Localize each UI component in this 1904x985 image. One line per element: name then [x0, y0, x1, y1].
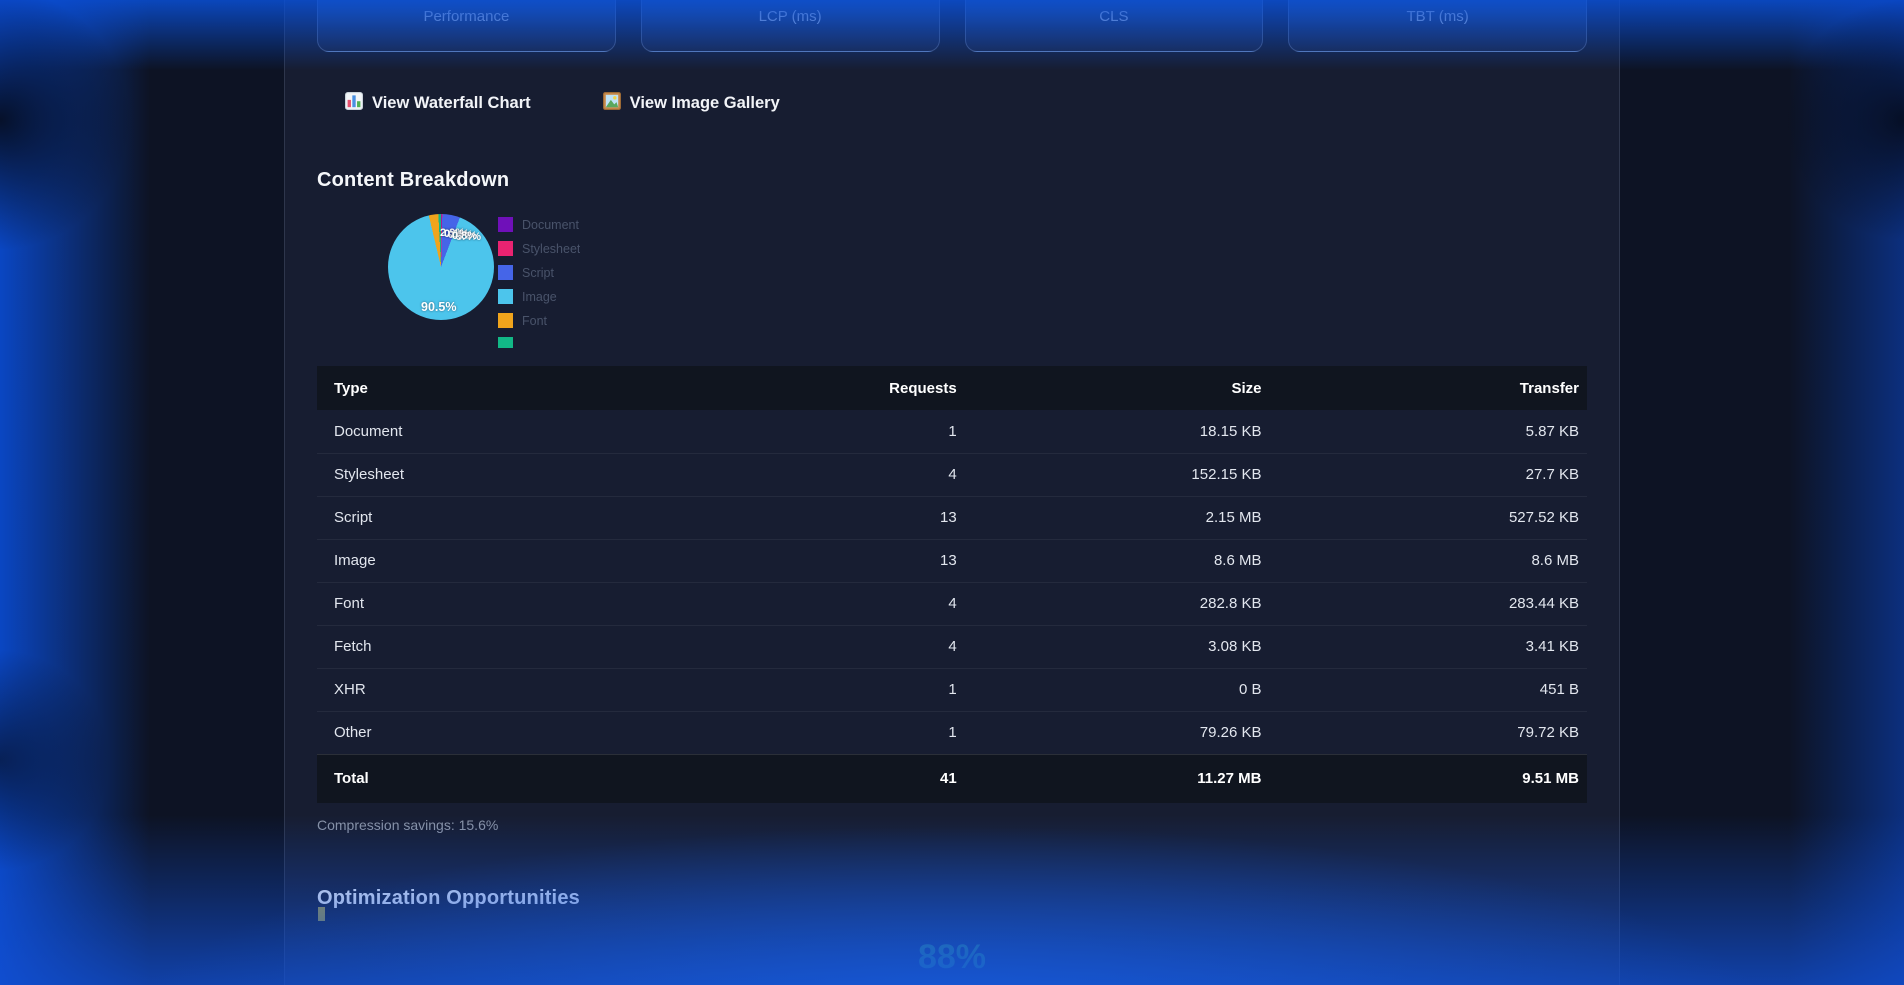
cell-transfer: 3.41 KB [1269, 625, 1587, 669]
table-row: Image 13 8.6 MB 8.6 MB [317, 539, 1587, 583]
legend-label: Script [522, 265, 554, 280]
metric-card-label: Performance [423, 8, 510, 25]
content-breakdown-heading: Content Breakdown [317, 169, 510, 191]
cell-type: Script [317, 496, 711, 540]
cutoff-bottom-element [318, 907, 325, 921]
metric-card: CLS [964, 0, 1264, 52]
report-content-panel: Performance LCP (ms) CLS TBT (ms) View Wate… [284, 0, 1620, 985]
cell-size: 0 B [964, 668, 1270, 712]
metric-card: TBT (ms) [1288, 0, 1587, 52]
cell-type: Fetch [317, 625, 711, 669]
total-label: Total [317, 754, 711, 803]
compression-savings-note: Compression savings: 15.6% [317, 817, 499, 833]
column-header: Size [964, 366, 1270, 410]
content-table: Type Requests Size Transfer Document 1 18.15 … [317, 366, 1587, 803]
column-header: Transfer [1269, 366, 1587, 410]
cell-size: 152.15 KB [964, 453, 1270, 497]
cell-transfer: 8.6 MB [1269, 539, 1587, 583]
legend-item[interactable]: Document [498, 217, 580, 232]
legend-swatch [498, 217, 513, 232]
cell-requests: 4 [710, 453, 965, 497]
view-image-gallery-label: View Image Gallery [629, 94, 780, 112]
legend-item[interactable]: Font [498, 313, 580, 328]
table-row: Other 1 79.26 KB 79.72 KB [317, 711, 1587, 755]
table-row: Script 13 2.15 MB 527.52 KB [317, 496, 1587, 540]
cell-requests: 1 [710, 668, 965, 712]
total-requests: 41 [710, 754, 965, 803]
cell-type: Image [317, 539, 711, 583]
cell-requests: 13 [710, 496, 965, 540]
cell-transfer: 283.44 KB [1269, 582, 1587, 626]
cell-type: Font [317, 582, 711, 626]
cell-size: 8.6 MB [964, 539, 1270, 583]
action-links-row: View Waterfall Chart View Image Gallery [345, 92, 1587, 115]
cell-type: Stylesheet [317, 453, 711, 497]
table-row: XHR 1 0 B 451 B [317, 668, 1587, 712]
legend-swatch [498, 313, 513, 328]
cell-type: Document [317, 410, 711, 454]
legend-item[interactable]: Image [498, 289, 580, 304]
cell-size: 282.8 KB [964, 582, 1270, 626]
metric-cards-row: Performance LCP (ms) CLS TBT (ms) [317, 0, 1587, 52]
total-transfer: 9.51 MB [1269, 754, 1587, 803]
table-row: Stylesheet 4 152.15 KB 27.7 KB [317, 453, 1587, 497]
cell-requests: 1 [710, 410, 965, 454]
cell-requests: 4 [710, 625, 965, 669]
table-header-row: Type Requests Size Transfer [317, 366, 1587, 410]
pie-legend: Document Stylesheet Script Image Font [498, 217, 580, 348]
legend-label: Image [522, 289, 557, 304]
cell-size: 79.26 KB [964, 711, 1270, 755]
cell-transfer: 79.72 KB [1269, 711, 1587, 755]
pie-slice-label: 0.8% [452, 230, 478, 242]
pie-main-slice-label: 90.5% [421, 300, 457, 314]
cell-requests: 4 [710, 582, 965, 626]
cell-requests: 1 [710, 711, 965, 755]
legend-swatch [498, 289, 513, 304]
cell-transfer: 527.52 KB [1269, 496, 1587, 540]
metric-card-label: CLS [1099, 8, 1129, 25]
legend-swatch [498, 337, 513, 348]
cell-size: 3.08 KB [964, 625, 1270, 669]
legend-item[interactable] [498, 337, 580, 348]
image-gallery-icon [602, 92, 621, 115]
metric-card-label: LCP (ms) [758, 8, 822, 25]
cell-transfer: 451 B [1269, 668, 1587, 712]
table-row: Document 1 18.15 KB 5.87 KB [317, 410, 1587, 454]
metric-card: Performance [317, 0, 616, 52]
bar-chart-icon [345, 92, 363, 115]
legend-label: Stylesheet [522, 241, 581, 256]
legend-label: Font [522, 313, 548, 328]
cell-type: Other [317, 711, 711, 755]
column-header: Requests [710, 366, 965, 410]
optimization-opportunities-heading: Optimization Opportunities [317, 887, 580, 909]
cell-type: XHR [317, 668, 711, 712]
column-header: Type [317, 366, 711, 410]
table-total-row: Total 41 11.27 MB 9.51 MB [317, 754, 1587, 803]
content-breakdown-chart: 2.9% 0.3% 5.4% 0.1% 0.8% 90.5% Document Styles… [317, 214, 1587, 366]
cell-requests: 13 [710, 539, 965, 583]
view-image-gallery-link[interactable]: View Image Gallery [602, 92, 780, 115]
optimization-score: 88% [917, 938, 987, 976]
legend-swatch [498, 265, 513, 280]
cell-transfer: 27.7 KB [1269, 453, 1587, 497]
view-waterfall-chart-link[interactable]: View Waterfall Chart [345, 92, 531, 115]
cell-transfer: 5.87 KB [1269, 410, 1587, 454]
legend-swatch [498, 241, 513, 256]
legend-item[interactable]: Script [498, 265, 580, 280]
metric-card-label: TBT (ms) [1406, 8, 1469, 25]
total-size: 11.27 MB [964, 754, 1270, 803]
legend-item[interactable]: Stylesheet [498, 241, 580, 256]
table-row: Font 4 282.8 KB 283.44 KB [317, 582, 1587, 626]
cell-size: 18.15 KB [964, 410, 1270, 454]
table-row: Fetch 4 3.08 KB 3.41 KB [317, 625, 1587, 669]
view-waterfall-chart-label: View Waterfall Chart [372, 94, 531, 112]
metric-card: LCP (ms) [640, 0, 940, 52]
cell-size: 2.15 MB [964, 496, 1270, 540]
legend-label: Document [522, 217, 579, 232]
